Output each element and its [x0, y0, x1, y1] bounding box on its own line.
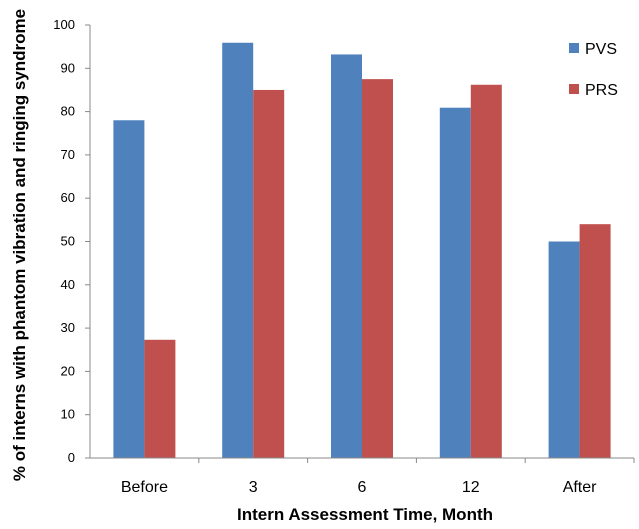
x-tick-label: Before — [121, 479, 168, 496]
bar-prs-12 — [470, 84, 502, 458]
bar-pvs-before — [113, 120, 145, 458]
y-axis-title: % of interns with phantom vibration and … — [10, 9, 29, 481]
y-tick-label: 40 — [61, 277, 75, 292]
bar-pvs-3 — [222, 42, 254, 459]
x-tick-label: 3 — [249, 479, 258, 496]
legend: PVS PRS — [569, 41, 618, 99]
legend-label-pvs: PVS — [585, 41, 617, 58]
legend-swatch-prs — [569, 84, 579, 94]
y-tick-label: 10 — [61, 407, 75, 422]
bar-pvs-12 — [439, 107, 471, 458]
x-tick-label: After — [563, 479, 597, 496]
bar-prs-after — [579, 224, 611, 458]
bar-pvs-6 — [331, 54, 362, 458]
y-tick-label: 100 — [53, 17, 75, 32]
x-tick-label: 6 — [358, 479, 367, 496]
legend-swatch-pvs — [569, 43, 579, 53]
y-tick-label: 0 — [68, 450, 75, 465]
bar-pvs-after — [548, 241, 580, 458]
y-tick-label: 80 — [61, 104, 75, 119]
bar-prs-before — [144, 339, 176, 458]
x-axis-ticks: Before 3 6 12 After — [121, 458, 635, 496]
bar-prs-6 — [362, 79, 393, 458]
y-tick-label: 50 — [61, 234, 75, 249]
y-tick-label: 70 — [61, 147, 75, 162]
y-tick-label: 90 — [61, 60, 75, 75]
y-tick-label: 30 — [61, 320, 75, 335]
x-axis-title: Intern Assessment Time, Month — [237, 505, 493, 524]
y-tick-label: 60 — [61, 190, 75, 205]
y-tick-label: 20 — [61, 363, 75, 378]
x-tick-label: 12 — [462, 479, 480, 496]
y-axis-ticks: 0 10 20 30 40 50 60 70 80 90 100 — [53, 17, 90, 465]
bars-layer — [113, 42, 611, 459]
legend-label-prs: PRS — [585, 82, 618, 99]
bar-prs-3 — [253, 89, 285, 458]
